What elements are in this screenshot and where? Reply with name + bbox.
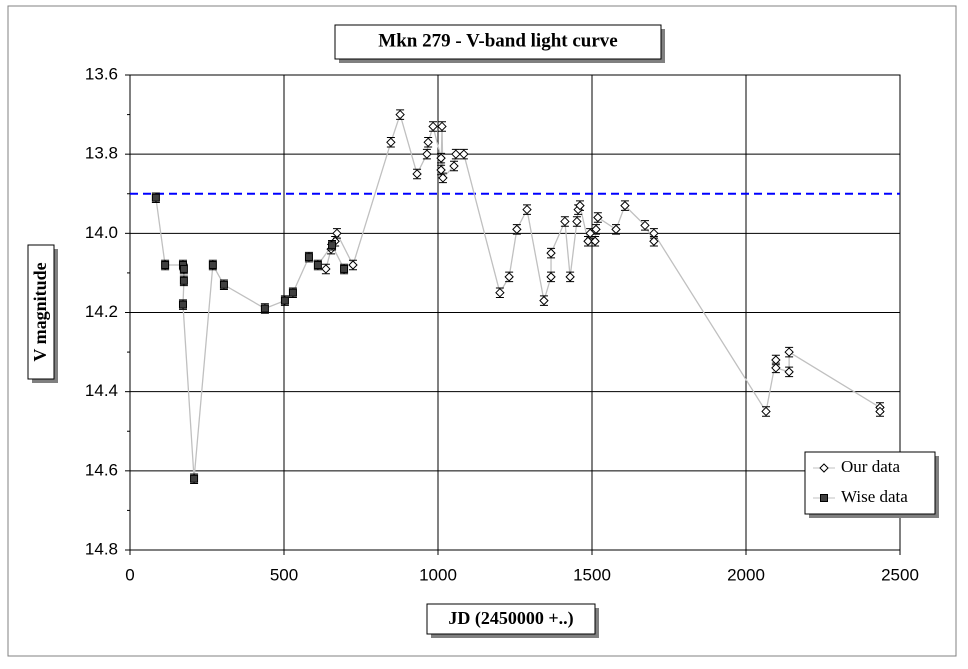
- data-point: [219, 280, 228, 289]
- data-point: [539, 295, 549, 306]
- data-point: [591, 224, 601, 235]
- legend-label: Our data: [841, 457, 900, 476]
- data-point: [590, 236, 600, 246]
- y-tick-label: 14.0: [85, 223, 118, 242]
- data-point: [572, 216, 582, 227]
- data-point: [575, 200, 585, 211]
- data-point: [495, 288, 505, 298]
- data-point: [560, 216, 570, 227]
- xlabel-box: [426, 603, 596, 635]
- data-point: [348, 260, 358, 270]
- data-point: [611, 224, 621, 235]
- data-point: [771, 363, 781, 373]
- data-point: [504, 272, 514, 282]
- data-point: [208, 261, 217, 269]
- data-point: [593, 212, 603, 223]
- ylabel-box: [27, 244, 55, 380]
- x-tick-label: 2500: [881, 565, 919, 584]
- data-point: [784, 367, 794, 377]
- data-point: [436, 153, 446, 163]
- x-tick-label: 500: [270, 565, 298, 584]
- data-point: [260, 304, 269, 313]
- data-point: [422, 149, 432, 159]
- data-point: [546, 272, 556, 282]
- y-tick-label: 14.2: [85, 302, 118, 321]
- data-point: [179, 276, 188, 285]
- data-point: [304, 253, 313, 262]
- data-point: [761, 406, 771, 417]
- data-point: [583, 236, 593, 246]
- data-point: [459, 149, 469, 159]
- x-tick-label: 2000: [727, 565, 765, 584]
- data-point: [321, 264, 331, 274]
- y-tick-label: 14.8: [85, 539, 118, 558]
- data-point: [546, 248, 556, 258]
- data-point: [280, 296, 289, 305]
- data-point: [340, 264, 349, 273]
- data-point: [161, 261, 170, 269]
- legend-label: Wise data: [841, 487, 908, 506]
- x-axis-label: JD (2450000 +..): [448, 608, 573, 629]
- chart-title: Mkn 279 - V-band light curve: [378, 30, 617, 51]
- y-tick-label: 14.6: [85, 460, 118, 479]
- data-point: [585, 228, 595, 239]
- legend-marker: [820, 494, 828, 502]
- data-point: [438, 173, 448, 183]
- y-tick-label: 13.8: [85, 144, 118, 163]
- data-point: [620, 200, 630, 211]
- data-point: [428, 121, 438, 132]
- data-point: [190, 474, 199, 483]
- y-axis-label: V magnitude: [30, 262, 50, 361]
- data-point: [640, 220, 650, 231]
- data-point: [436, 165, 446, 175]
- data-point: [179, 264, 188, 273]
- title-box: [334, 24, 662, 60]
- x-tick-label: 0: [125, 565, 134, 584]
- data-point: [649, 228, 659, 239]
- legend: [804, 451, 936, 515]
- data-point: [386, 137, 396, 147]
- data-point: [178, 300, 187, 309]
- data-point: [328, 241, 337, 250]
- x-tick-label: 1000: [419, 565, 457, 584]
- data-point: [288, 288, 297, 297]
- data-point: [512, 224, 522, 235]
- data-point: [423, 137, 433, 147]
- data-point: [395, 109, 405, 120]
- data-point: [437, 121, 447, 132]
- data-point: [565, 272, 575, 282]
- data-point: [875, 406, 885, 417]
- y-tick-label: 13.6: [85, 64, 118, 83]
- data-point: [313, 261, 322, 269]
- x-tick-label: 1500: [573, 565, 611, 584]
- data-point: [522, 204, 532, 215]
- legend-marker: [819, 463, 829, 473]
- data-point: [151, 193, 160, 202]
- data-point: [449, 161, 459, 171]
- data-point: [649, 236, 659, 246]
- y-tick-label: 14.4: [85, 381, 118, 400]
- data-point: [451, 149, 461, 159]
- data-point: [332, 228, 342, 239]
- data-point: [784, 347, 794, 357]
- data-point: [412, 169, 422, 179]
